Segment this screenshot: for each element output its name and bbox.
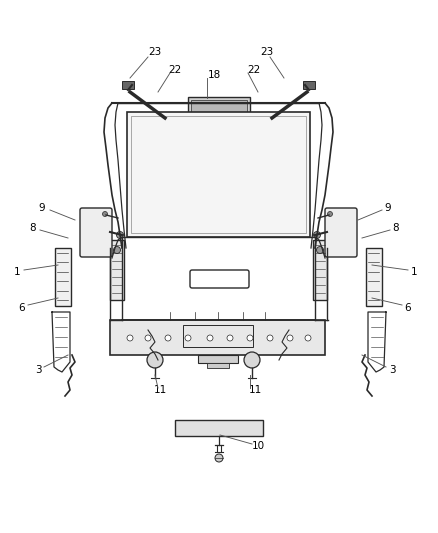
Circle shape xyxy=(165,335,171,341)
Circle shape xyxy=(244,352,260,368)
Bar xyxy=(175,420,263,436)
Text: 18: 18 xyxy=(207,70,221,80)
Bar xyxy=(191,100,247,116)
Circle shape xyxy=(317,246,324,254)
Text: 9: 9 xyxy=(385,203,391,213)
Circle shape xyxy=(113,246,120,254)
Text: 6: 6 xyxy=(19,303,25,313)
Text: 3: 3 xyxy=(35,365,41,375)
Circle shape xyxy=(328,212,332,216)
Circle shape xyxy=(185,335,191,341)
Circle shape xyxy=(227,335,233,341)
Text: 23: 23 xyxy=(260,47,274,57)
Bar xyxy=(127,112,310,237)
Bar xyxy=(131,116,306,233)
Bar xyxy=(198,355,238,363)
Text: 6: 6 xyxy=(405,303,411,313)
Text: 11: 11 xyxy=(248,385,261,395)
Circle shape xyxy=(147,352,163,368)
Circle shape xyxy=(127,335,133,341)
Bar xyxy=(55,248,71,306)
Text: 10: 10 xyxy=(251,441,265,451)
Text: 8: 8 xyxy=(30,223,36,233)
Text: 1: 1 xyxy=(411,267,417,277)
Bar xyxy=(303,81,315,89)
Text: 8: 8 xyxy=(393,223,399,233)
Bar xyxy=(188,97,250,119)
Circle shape xyxy=(287,335,293,341)
FancyBboxPatch shape xyxy=(325,208,357,257)
Circle shape xyxy=(314,231,321,238)
Bar xyxy=(313,240,327,300)
Bar xyxy=(122,81,134,89)
Bar xyxy=(110,320,325,355)
Circle shape xyxy=(102,212,107,216)
Text: 3: 3 xyxy=(389,365,396,375)
Text: 9: 9 xyxy=(39,203,45,213)
Bar xyxy=(183,325,253,347)
Bar xyxy=(366,248,382,306)
Text: 22: 22 xyxy=(247,65,261,75)
Bar xyxy=(207,363,229,368)
FancyBboxPatch shape xyxy=(80,208,112,257)
Circle shape xyxy=(207,335,213,341)
Text: 22: 22 xyxy=(168,65,182,75)
Circle shape xyxy=(305,335,311,341)
Circle shape xyxy=(117,231,124,238)
Text: 1: 1 xyxy=(14,267,20,277)
Bar xyxy=(110,240,124,300)
Circle shape xyxy=(267,335,273,341)
Circle shape xyxy=(145,335,151,341)
Text: 11: 11 xyxy=(153,385,166,395)
Circle shape xyxy=(215,454,223,462)
Text: 23: 23 xyxy=(148,47,162,57)
Circle shape xyxy=(247,335,253,341)
